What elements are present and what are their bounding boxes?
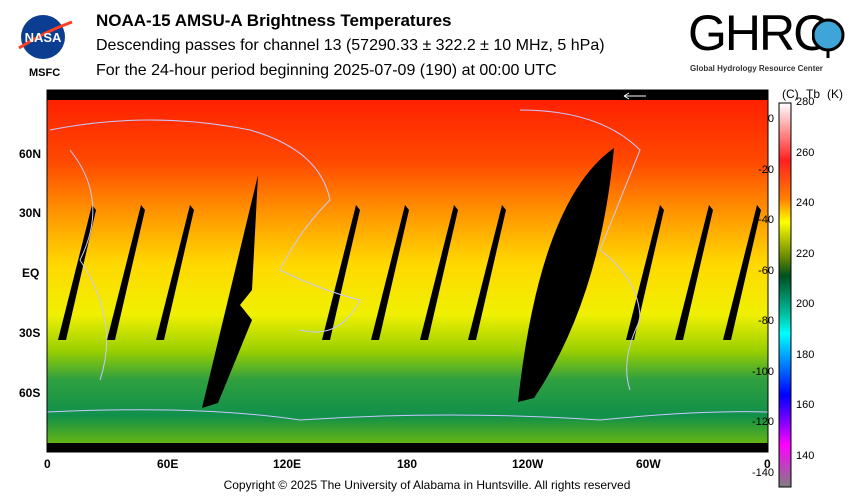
copyright-footer: Copyright © 2025 The University of Alaba… xyxy=(223,478,631,492)
colorbar-tick-k: 260 xyxy=(796,146,815,159)
missing-band-north xyxy=(47,90,768,100)
y-tick-30n: 30N xyxy=(19,206,42,220)
colorbar-tick-c: -20 xyxy=(758,163,774,176)
colorbar xyxy=(778,102,792,488)
colorbar-tick-c: -120 xyxy=(751,416,774,429)
colorbar-label-tb: Tb xyxy=(806,87,821,101)
orbit-gaps xyxy=(58,148,761,408)
x-tick-120e: 120E xyxy=(273,457,302,471)
y-tick-eq: EQ xyxy=(22,266,40,280)
colorbar-tick-c: 0 xyxy=(767,113,774,126)
chart-title: NOAA-15 AMSU-A Brightness Temperatures xyxy=(96,11,452,30)
x-tick-120w: 120W xyxy=(512,457,544,471)
subtitle-channel: Descending passes for channel 13 (57290.… xyxy=(96,37,605,54)
nasa-logo: NASA xyxy=(18,15,73,59)
arrow-icon xyxy=(623,92,646,100)
x-tick-60w: 60W xyxy=(636,457,661,471)
coastlines xyxy=(46,109,769,421)
temperature-field xyxy=(47,90,768,452)
colorbar-tick-k: 200 xyxy=(796,298,815,311)
colorbar-tick-k: 140 xyxy=(796,449,815,462)
ghrc-full-name: Global Hydrology Resource Center xyxy=(690,64,823,73)
ghrc-logo: GHRC xyxy=(688,5,829,61)
subtitle-period: For the 24-hour period beginning 2025-07… xyxy=(96,62,557,79)
globe-icon xyxy=(812,18,845,58)
x-tick-180: 180 xyxy=(397,457,418,471)
colorbar-tick-c: -100 xyxy=(751,365,774,378)
colorbar-label-k: (K) xyxy=(827,87,843,101)
colorbar-tick-k: 240 xyxy=(796,197,815,210)
colorbar-tick-k: 220 xyxy=(796,247,815,260)
x-tick-0-end: 0 xyxy=(764,457,771,471)
y-tick-60n: 60N xyxy=(19,147,42,161)
colorbar-tick-c: -60 xyxy=(758,264,774,277)
colorbar-tick-c: -40 xyxy=(758,214,774,227)
x-tick-60e: 60E xyxy=(157,457,179,471)
colorbar-tick-k: 160 xyxy=(796,399,815,412)
y-tick-30s: 30S xyxy=(19,326,41,340)
colorbar-tick-k: 180 xyxy=(796,348,815,361)
colorbar-tick-c: -140 xyxy=(751,466,774,479)
y-tick-60s: 60S xyxy=(19,386,41,400)
colorbar-label-c: (C) xyxy=(782,87,799,101)
nasa-center-label: MSFC xyxy=(29,67,61,79)
x-tick-0: 0 xyxy=(44,457,51,471)
colorbar-tick-c: -80 xyxy=(758,315,774,328)
svg-text:NASA: NASA xyxy=(25,30,62,45)
colorbar-tick-k: 280 xyxy=(796,96,815,108)
missing-band-south xyxy=(47,443,768,452)
